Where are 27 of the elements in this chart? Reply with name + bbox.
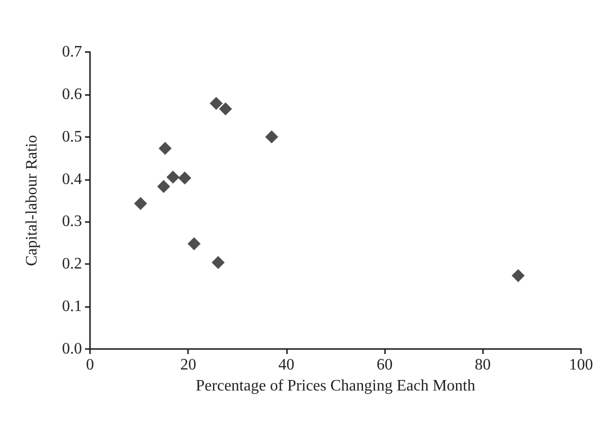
point <box>166 170 180 184</box>
x-tick-label: 80 <box>474 356 491 374</box>
y-tick-label: 0.1 <box>62 298 82 316</box>
y-tick-label: 0.6 <box>62 86 82 103</box>
point <box>219 102 232 116</box>
point <box>158 142 172 155</box>
point <box>212 256 225 269</box>
y-tick-label: 0.7 <box>62 44 82 60</box>
y-tick-label: 0.5 <box>62 128 82 146</box>
y-tick-label: 0.3 <box>62 213 82 230</box>
y-tick-label: 0.0 <box>62 340 82 358</box>
x-tick-label: 0 <box>86 356 94 374</box>
x-tick-label: 20 <box>180 356 196 374</box>
point <box>134 196 148 210</box>
point <box>157 180 170 193</box>
point <box>512 269 525 282</box>
x-axis-title: Percentage of Prices Changing Each Month <box>196 377 476 394</box>
x-tick-label: 40 <box>278 356 294 374</box>
point <box>188 237 201 250</box>
y-tick-label: 0.2 <box>62 256 82 273</box>
y-axis-title: Capital-labour Ratio <box>24 134 40 266</box>
x-tick-label: 100 <box>569 356 593 374</box>
point <box>178 172 192 185</box>
y-tick-label: 0.4 <box>62 170 82 188</box>
x-tick-label: 60 <box>376 356 393 374</box>
point <box>265 130 278 144</box>
point <box>210 96 223 110</box>
